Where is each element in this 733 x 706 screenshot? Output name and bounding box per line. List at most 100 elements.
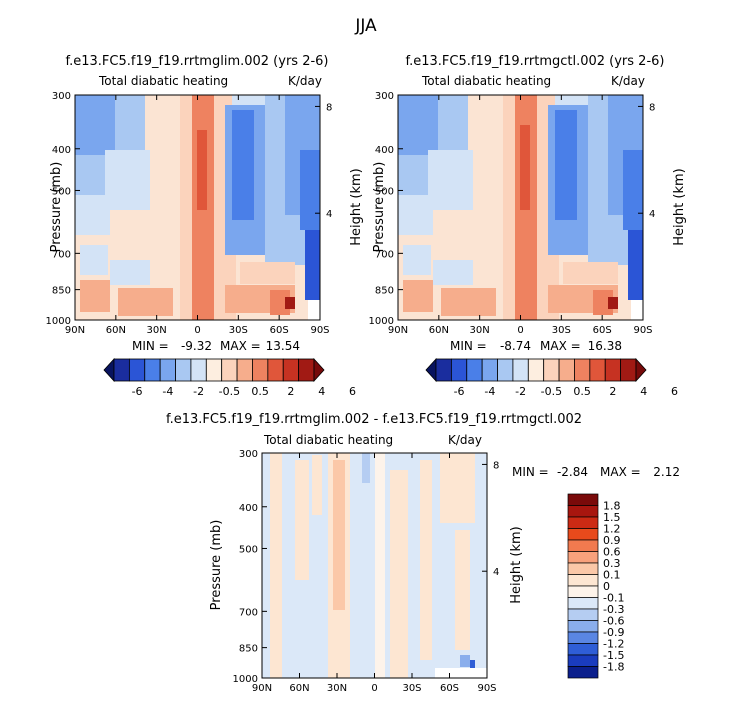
right-cbar-label: -0.5 [541, 385, 562, 398]
diff-cbar-label: -1.2 [603, 638, 624, 651]
diff-cbar-label: 0.9 [603, 534, 621, 547]
diff-cbar-label: 1.2 [603, 523, 621, 536]
diff-xtick-label: 30S [402, 683, 421, 694]
left-min-value: -9.32 [181, 339, 212, 353]
right-cbar-box [589, 358, 606, 382]
diff-panel-subtitle: Total diabatic heating [263, 433, 393, 447]
right-cbar-label: 4 [640, 385, 647, 398]
right-cbar-label: -4 [484, 385, 495, 398]
right-panel: f.e13.FC5.f19_f19.rrtmgctl.002 (yrs 2-6)… [369, 54, 687, 398]
left-ytick-label: 700 [52, 249, 71, 260]
right-axes: 90N 60N 30N 0 30S 60S 90S 300 400 500 700 850 1000 8 4 [369, 91, 656, 336]
left-panel-title: f.e13.FC5.f19_f19.rrtmglim.002 (yrs 2-6) [65, 54, 328, 69]
left-cbar-label: -0.5 [219, 385, 240, 398]
right-cbar-box [435, 358, 452, 382]
right-cbar-box [543, 358, 560, 382]
diff-xtick-label: 60N [289, 683, 309, 694]
right-ytick-label: 400 [375, 145, 394, 156]
left-cbar-box [190, 358, 207, 382]
left-cbar-end-high [313, 357, 325, 383]
diff-cbar-box [567, 493, 599, 506]
diff-cbar-box [567, 666, 599, 679]
right-colorbar: -6 -4 -2 -0.5 0.5 2 4 6 [425, 357, 678, 398]
right-cbar-box [466, 358, 483, 382]
left-cbar-box [282, 358, 300, 382]
right-ytick-label: 850 [375, 286, 394, 297]
diff-cbar-box [567, 620, 599, 633]
left-xtick-label: 90S [310, 325, 329, 336]
diff-cbar-label: 0 [603, 580, 610, 593]
left-cbar-box [113, 358, 130, 382]
right-ytick-label: 500 [375, 186, 394, 197]
diff-xtick-label: 90S [477, 683, 496, 694]
diff-ytick-label: 300 [239, 449, 258, 460]
season-title: JJA [354, 16, 377, 36]
diff-ytick-label: 500 [239, 544, 258, 555]
diff-cbar-box [567, 608, 599, 621]
diff-xtick-label: 0 [371, 683, 377, 694]
right-ytick-right-label: 8 [649, 102, 655, 113]
left-xtick-label: 30S [229, 325, 248, 336]
right-xtick-label: 60N [429, 325, 449, 336]
left-ytick-right-label: 4 [326, 209, 332, 220]
left-ytick-label: 400 [52, 145, 71, 156]
right-cbar-label: 0.5 [573, 385, 591, 398]
left-ytick-label: 300 [52, 91, 71, 102]
right-min-label: MIN = [450, 339, 487, 353]
diff-cbar-label: -1.8 [603, 661, 624, 674]
right-panel-subtitle: Total diabatic heating [421, 74, 551, 88]
diff-max-label: MAX = [600, 465, 641, 479]
diff-cbar-box [567, 585, 599, 598]
diff-axes: 90N 60N 30N 0 30S 60S 90S 300 400 500 700 850 1000 8 4 [233, 449, 500, 694]
diff-panel: f.e13.FC5.f19_f19.rrtmglim.002 - f.e13.F… [166, 412, 680, 694]
left-cbar-label: -2 [193, 385, 204, 398]
left-cbar-box [175, 358, 192, 382]
left-ytick-right-label: 8 [326, 102, 332, 113]
diff-panel-units: K/day [448, 433, 482, 447]
right-max-label: MAX = [540, 339, 581, 353]
diff-ytick-label: 1000 [233, 674, 258, 685]
right-cbar-box [604, 358, 622, 382]
left-cbar-box [144, 358, 161, 382]
diff-min-label: MIN = [512, 465, 549, 479]
right-cbar-box [558, 358, 575, 382]
left-cbar-end-low [103, 357, 115, 383]
right-cbar-label: 6 [671, 385, 678, 398]
left-ylabel: Pressure (mb) [49, 162, 64, 253]
right-heatmap-field [398, 95, 643, 320]
left-ytick-label: 850 [52, 286, 71, 297]
diff-cbar-label: 1.5 [603, 511, 621, 524]
diff-cbar-box [567, 654, 599, 667]
diff-ytick-label: 850 [239, 644, 258, 655]
right-cbar-box [481, 358, 498, 382]
diff-ytick-right-label: 4 [493, 567, 499, 578]
diff-cbar-label: -0.6 [603, 615, 624, 628]
left-cbar-label: 0.5 [251, 385, 269, 398]
left-ytick-label: 500 [52, 186, 71, 197]
right-ytick-label: 300 [375, 91, 394, 102]
diff-cbar-label: -0.9 [603, 626, 624, 639]
left-max-label: MAX = [220, 339, 261, 353]
right-cbar-box [574, 358, 591, 382]
diff-cbar-box [567, 643, 599, 656]
diff-cbar-label: -0.1 [603, 592, 624, 605]
diff-cbar-label: 1.8 [603, 500, 621, 513]
left-xtick-label: 0 [194, 325, 200, 336]
diff-cbar-label: 0.6 [603, 546, 621, 559]
right-ytick-right-label: 4 [649, 209, 655, 220]
right-xtick-label: 30N [470, 325, 490, 336]
right-ylabel: Pressure (mb) [372, 162, 387, 253]
left-cbar-box [221, 358, 238, 382]
left-max-value: 13.54 [266, 339, 300, 353]
right-cbar-label: 2 [609, 385, 616, 398]
right-cbar-end-high [635, 357, 647, 383]
right-panel-title: f.e13.FC5.f19_f19.rrtmgctl.002 (yrs 2-6) [406, 54, 665, 69]
diff-ylabel: Pressure (mb) [209, 520, 224, 611]
diff-cbar-box [567, 597, 599, 610]
right-cbar-box [620, 358, 637, 382]
diff-cbar-box [567, 516, 599, 529]
diff-cbar-label: 0.1 [603, 569, 621, 582]
diff-cbar-box [567, 528, 599, 541]
left-axes: 90N 60N 30N 0 30S 60S 90S 300 400 500 700 850 1000 8 4 [46, 91, 333, 336]
right-panel-units: K/day [611, 74, 645, 88]
